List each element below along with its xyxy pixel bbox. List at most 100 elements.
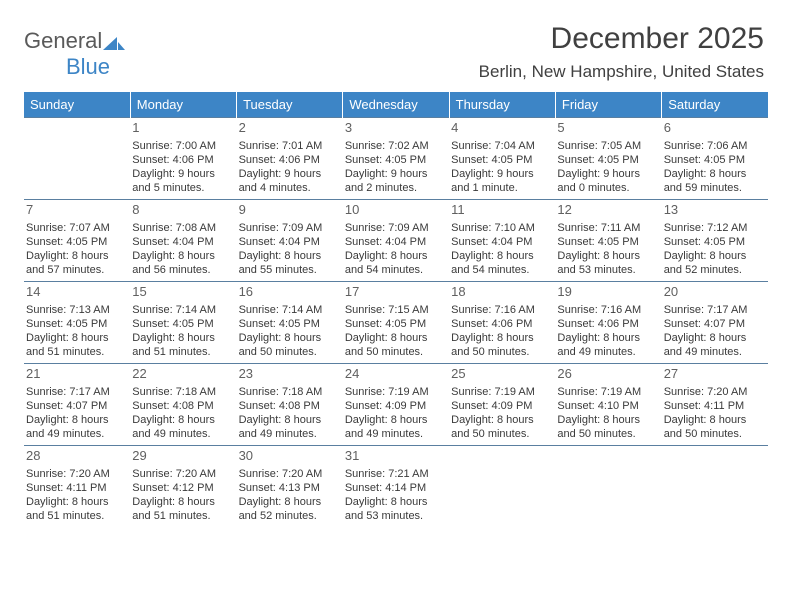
day-number: 5 [557,120,657,137]
day-number: 30 [239,448,339,465]
calendar-cell: 27Sunrise: 7:20 AMSunset: 4:11 PMDayligh… [662,364,768,446]
day-info: Sunrise: 7:12 AMSunset: 4:05 PMDaylight:… [664,221,764,277]
sunset-line: Sunset: 4:10 PM [557,399,657,413]
sunset-line: Sunset: 4:14 PM [345,481,445,495]
daylight-line: Daylight: 8 hours and 52 minutes. [664,249,764,277]
day-number: 4 [451,120,551,137]
calendar-cell: 31 Sunrise: 7:21 AMSunset: 4:14 PMDayligh… [343,446,449,528]
day-info: Sunrise: 7:06 AMSunset: 4:05 PMDaylight:… [664,139,764,195]
location-text: Berlin, New Hampshire, United States [479,62,764,82]
calendar-cell: 26 Sunrise: 7:19 AMSunset: 4:10 PMDayligh… [555,364,661,446]
daylight-line: Daylight: 8 hours and 57 minutes. [26,249,126,277]
day-info: Sunrise: 7:04 AMSunset: 4:05 PMDaylight:… [451,139,551,195]
sunset-line: Sunset: 4:08 PM [239,399,339,413]
daylight-line: Daylight: 8 hours and 49 minutes. [239,413,339,441]
day-number: 31 [345,448,445,465]
sunrise-line: Sunrise: 7:14 AM [132,303,232,317]
daylight-line: Daylight: 8 hours and 51 minutes. [26,331,126,359]
sunrise-line: Sunrise: 7:01 AM [239,139,339,153]
dow-thursday: Thursday [449,92,555,118]
sunrise-line: Sunrise: 7:18 AM [239,385,339,399]
day-number: 26 [557,366,657,383]
sunrise-line: Sunrise: 7:12 AM [664,221,764,235]
calendar-cell: 28Sunrise: 7:20 AMSunset: 4:11 PMDayligh… [24,446,130,528]
calendar-cell: 5Sunrise: 7:05 AMSunset: 4:05 PMDaylight… [555,118,661,200]
sunset-line: Sunset: 4:04 PM [239,235,339,249]
calendar-cell: 7Sunrise: 7:07 AMSunset: 4:05 PMDaylight… [24,200,130,282]
dow-saturday: Saturday [662,92,768,118]
day-number: 22 [132,366,232,383]
calendar-cell: 17 Sunrise: 7:15 AMSunset: 4:05 PMDayligh… [343,282,449,364]
logo-sail-icon [103,34,125,50]
sunset-line: Sunset: 4:05 PM [132,317,232,331]
daylight-line: Daylight: 8 hours and 49 minutes. [345,413,445,441]
calendar-cell: 10Sunrise: 7:09 AMSunset: 4:04 PMDayligh… [343,200,449,282]
sunset-line: Sunset: 4:05 PM [26,235,126,249]
day-info: Sunrise: 7:09 AMSunset: 4:04 PMDaylight:… [239,221,339,277]
day-info: Sunrise: 7:19 AMSunset: 4:09 PMDaylight:… [451,385,551,441]
day-number: 29 [132,448,232,465]
daylight-line: Daylight: 9 hours and 1 minute. [451,167,551,195]
calendar-cell: 4 Sunrise: 7:04 AMSunset: 4:05 PMDaylight… [449,118,555,200]
calendar-cell: 1Sunrise: 7:00 AMSunset: 4:06 PMDaylight… [130,118,236,200]
day-info: Sunrise: 7:07 AMSunset: 4:05 PMDaylight:… [26,221,126,277]
dow-sunday: Sunday [24,92,130,118]
calendar-cell: 6Sunrise: 7:06 AMSunset: 4:05 PMDaylight… [662,118,768,200]
sunset-line: Sunset: 4:05 PM [239,317,339,331]
daylight-line: Daylight: 9 hours and 5 minutes. [132,167,232,195]
sunrise-line: Sunrise: 7:08 AM [132,221,232,235]
day-number: 17 [345,284,445,301]
day-info: Sunrise: 7:17 AMSunset: 4:07 PMDaylight:… [26,385,126,441]
day-info: Sunrise: 7:14 AMSunset: 4:05 PMDaylight:… [132,303,232,359]
sunrise-line: Sunrise: 7:17 AM [26,385,126,399]
dow-friday: Friday [555,92,661,118]
sunset-line: Sunset: 4:04 PM [132,235,232,249]
sunrise-line: Sunrise: 7:20 AM [239,467,339,481]
sunset-line: Sunset: 4:05 PM [26,317,126,331]
calendar-cell: 16Sunrise: 7:14 AMSunset: 4:05 PMDayligh… [237,282,343,364]
sunset-line: Sunset: 4:08 PM [132,399,232,413]
sunrise-line: Sunrise: 7:16 AM [557,303,657,317]
calendar-cell: 23 Sunrise: 7:18 AMSunset: 4:08 PMDayligh… [237,364,343,446]
day-info: Sunrise: 7:08 AMSunset: 4:04 PMDaylight:… [132,221,232,277]
logo-text-a: General [24,28,102,53]
daylight-line: Daylight: 8 hours and 49 minutes. [557,331,657,359]
day-number: 2 [239,120,339,137]
calendar-cell: 15 Sunrise: 7:14 AMSunset: 4:05 PMDayligh… [130,282,236,364]
sunset-line: Sunset: 4:09 PM [345,399,445,413]
day-number: 15 [132,284,232,301]
calendar-cell: 3Sunrise: 7:02 AMSunset: 4:05 PMDaylight… [343,118,449,200]
calendar-cell: 13Sunrise: 7:12 AMSunset: 4:05 PMDayligh… [662,200,768,282]
logo-text-b: Blue [66,54,110,79]
sunset-line: Sunset: 4:11 PM [26,481,126,495]
daylight-line: Daylight: 9 hours and 0 minutes. [557,167,657,195]
calendar-cell [449,446,555,528]
sunrise-line: Sunrise: 7:19 AM [345,385,445,399]
day-info: Sunrise: 7:00 AMSunset: 4:06 PMDaylight:… [132,139,232,195]
dow-tuesday: Tuesday [237,92,343,118]
day-number: 12 [557,202,657,219]
daylight-line: Daylight: 8 hours and 50 minutes. [451,331,551,359]
logo: General Blue [24,28,125,80]
day-info: Sunrise: 7:19 AMSunset: 4:10 PMDaylight:… [557,385,657,441]
calendar-cell: 14Sunrise: 7:13 AMSunset: 4:05 PMDayligh… [24,282,130,364]
day-info: Sunrise: 7:20 AMSunset: 4:11 PMDaylight:… [664,385,764,441]
sunrise-line: Sunrise: 7:19 AM [557,385,657,399]
calendar-week-row: 14Sunrise: 7:13 AMSunset: 4:05 PMDayligh… [24,282,768,364]
day-info: Sunrise: 7:15 AMSunset: 4:05 PMDaylight:… [345,303,445,359]
calendar-cell: 11Sunrise: 7:10 AMSunset: 4:04 PMDayligh… [449,200,555,282]
calendar-cell: 18Sunrise: 7:16 AMSunset: 4:06 PMDayligh… [449,282,555,364]
day-number: 10 [345,202,445,219]
day-number: 8 [132,202,232,219]
day-info: Sunrise: 7:01 AMSunset: 4:06 PMDaylight:… [239,139,339,195]
day-number: 23 [239,366,339,383]
day-number: 19 [557,284,657,301]
page-title: December 2025 [551,22,764,56]
day-info: Sunrise: 7:16 AMSunset: 4:06 PMDaylight:… [557,303,657,359]
day-info: Sunrise: 7:21 AMSunset: 4:14 PMDaylight:… [345,467,445,523]
day-info: Sunrise: 7:02 AMSunset: 4:05 PMDaylight:… [345,139,445,195]
sunrise-line: Sunrise: 7:05 AM [557,139,657,153]
daylight-line: Daylight: 8 hours and 54 minutes. [345,249,445,277]
calendar-cell: 12Sunrise: 7:11 AMSunset: 4:05 PMDayligh… [555,200,661,282]
day-number: 28 [26,448,126,465]
